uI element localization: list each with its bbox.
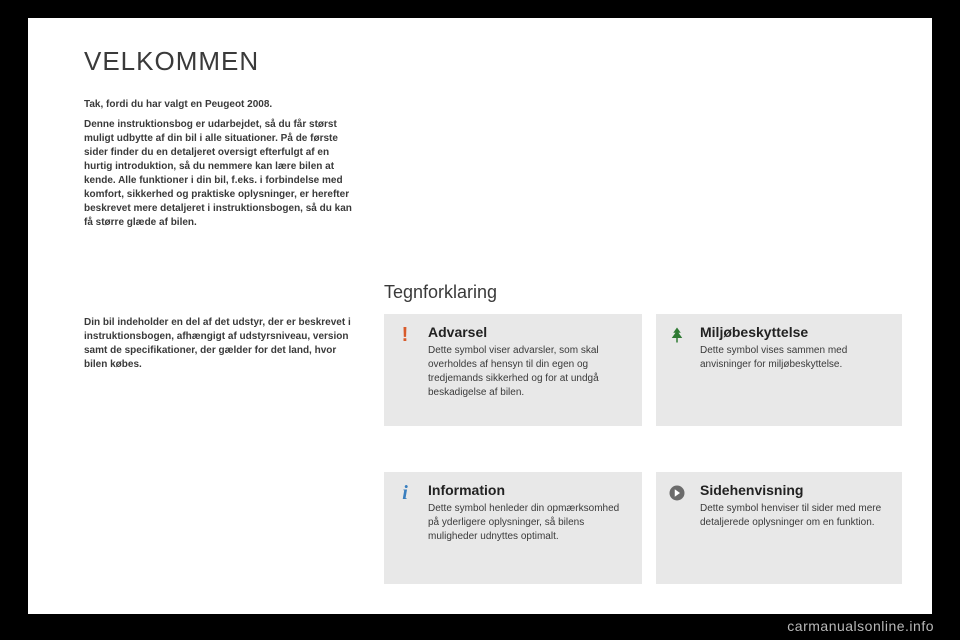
legend-heading: Tegnforklaring	[384, 282, 497, 303]
manual-page: VELKOMMEN Tak, fordi du har valgt en Peu…	[28, 18, 932, 614]
card-information-title: Information	[428, 482, 630, 498]
info-i-icon: i	[402, 483, 408, 503]
card-reference: Sidehenvisning Dette symbol henviser til…	[656, 472, 902, 584]
card-environment-body: Dette symbol vises sammen med anvisninge…	[700, 344, 890, 372]
page-title: VELKOMMEN	[84, 46, 259, 77]
information-icon: i	[394, 482, 416, 504]
card-environment-title: Miljøbeskyttelse	[700, 324, 890, 340]
card-information: i Information Dette symbol henleder din …	[384, 472, 642, 584]
card-information-body: Dette symbol henleder din opmærksomhed p…	[428, 502, 630, 544]
exclamation-icon: !	[402, 325, 409, 345]
reference-icon	[666, 482, 688, 504]
intro-thanks: Tak, fordi du har valgt en Peugeot 2008.	[84, 98, 354, 112]
card-warning-body: Dette symbol viser advarsler, som skal o…	[428, 344, 630, 400]
tree-icon	[668, 326, 686, 344]
intro-note: Din bil indeholder en del af det udstyr,…	[84, 316, 354, 372]
page-ref-icon	[668, 484, 686, 502]
card-warning: ! Advarsel Dette symbol viser advarsler,…	[384, 314, 642, 426]
watermark-text: carmanualsonline.info	[787, 618, 934, 634]
warning-icon: !	[394, 324, 416, 346]
card-warning-title: Advarsel	[428, 324, 630, 340]
card-reference-body: Dette symbol henviser til sider med mere…	[700, 502, 890, 530]
environment-icon	[666, 324, 688, 346]
intro-body: Denne instruktionsbog er udarbejdet, så …	[84, 118, 354, 230]
card-environment: Miljøbeskyttelse Dette symbol vises samm…	[656, 314, 902, 426]
card-reference-title: Sidehenvisning	[700, 482, 890, 498]
